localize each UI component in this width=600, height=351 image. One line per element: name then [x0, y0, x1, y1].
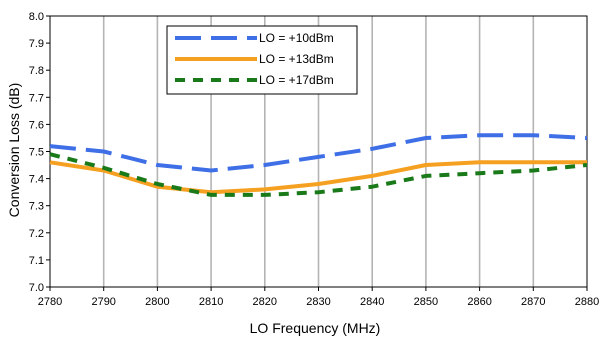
x-tick-label: 2820	[253, 296, 277, 308]
x-tick-label: 2840	[360, 296, 384, 308]
y-tick-label: 7.4	[29, 174, 44, 186]
y-tick-label: 7.9	[29, 38, 44, 50]
x-tick-label: 2810	[199, 296, 223, 308]
plot-frame	[49, 15, 588, 288]
y-tick-label: 7.6	[29, 119, 44, 131]
series-0	[49, 133, 588, 173]
x-axis-title: LO Frequency (MHz)	[250, 320, 381, 336]
x-tick-label: 2870	[521, 296, 545, 308]
series-line	[49, 133, 588, 173]
x-tick-label: 2780	[38, 296, 62, 308]
series-line	[49, 160, 587, 195]
x-tick-label: 2880	[575, 296, 599, 308]
legend-label: LO = +10dBm	[259, 31, 334, 45]
y-tick-label: 8.0	[29, 11, 44, 23]
series-layer	[49, 133, 588, 197]
series-1	[49, 160, 587, 195]
y-tick-label: 7.0	[29, 282, 44, 294]
x-tick-label: 2830	[306, 296, 330, 308]
y-tick-label: 7.3	[29, 201, 44, 213]
legend: LO = +10dBm LO = +13dBm LO = +17dBm	[166, 25, 358, 95]
x-tick-label: 2850	[414, 296, 438, 308]
y-tick-label: 7.5	[29, 147, 44, 159]
x-tick-label: 2800	[145, 296, 169, 308]
y-tick-label: 7.8	[29, 65, 44, 77]
y-tick-label: 7.7	[29, 92, 44, 104]
y-axis-title: Conversion Loss (dB)	[6, 83, 22, 218]
legend-label: LO = +17dBm	[259, 73, 334, 87]
x-tick-label: 2790	[91, 296, 115, 308]
axis-layer: 2780 2790 2800 2810 2820 2830 2840 2850 2860 2870…	[29, 11, 600, 308]
y-tick-label: 7.2	[29, 228, 44, 240]
y-tick-label: 7.1	[29, 255, 44, 267]
x-tick-label: 2860	[467, 296, 491, 308]
series-2	[49, 152, 588, 197]
series-line	[49, 152, 588, 197]
legend-label: LO = +13dBm	[259, 52, 334, 66]
